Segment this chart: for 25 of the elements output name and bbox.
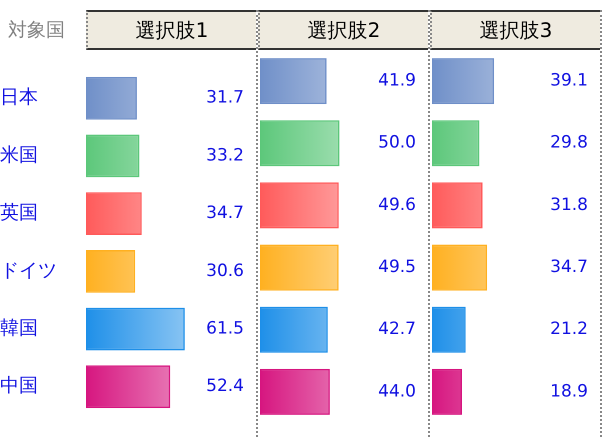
y-tick-label: 米国 <box>0 144 38 166</box>
y-tick-label: 英国 <box>0 202 38 224</box>
data-label: 21.2 <box>550 319 588 340</box>
y-tick-label: ドイツ <box>0 259 57 282</box>
data-label: 61.5 <box>206 318 244 338</box>
y-tick-label: 日本 <box>0 86 38 108</box>
data-label: 39.1 <box>550 70 588 91</box>
data-label: 29.8 <box>550 132 588 153</box>
y-tick-label: 中国 <box>0 374 38 397</box>
data-label: 31.7 <box>206 88 244 108</box>
y-axis-title: 対象国 <box>7 18 66 43</box>
data-label: 34.7 <box>550 257 588 278</box>
data-label: 50.0 <box>378 132 416 153</box>
data-label: 52.4 <box>206 376 244 396</box>
data-label: 41.9 <box>378 70 416 91</box>
data-label: 33.2 <box>206 145 244 166</box>
data-label: 49.5 <box>378 257 416 278</box>
data-label: 49.6 <box>378 194 416 215</box>
data-label: 18.9 <box>550 381 588 402</box>
data-label: 42.7 <box>378 319 416 340</box>
data-label: 30.6 <box>206 260 244 281</box>
data-label: 34.7 <box>206 203 244 224</box>
data-label: 31.8 <box>550 194 588 215</box>
data-label: 44.0 <box>378 381 416 402</box>
y-tick-label: 韓国 <box>0 316 38 339</box>
